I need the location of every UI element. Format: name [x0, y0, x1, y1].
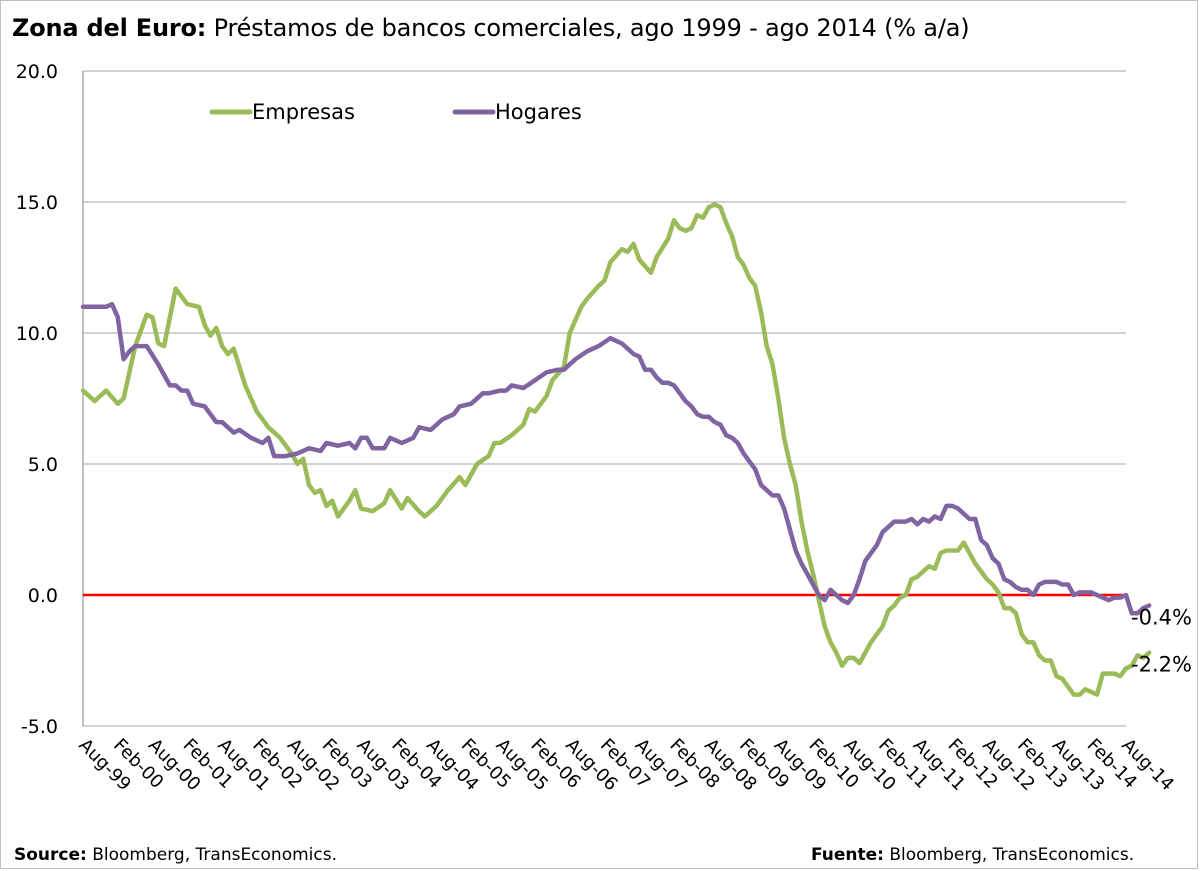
- end-value-label: -2.2%: [1131, 653, 1192, 677]
- chart-title-rest: Préstamos de bancos comerciales, ago 199…: [213, 14, 970, 42]
- chart-title: Zona del Euro: Préstamos de bancos comer…: [12, 14, 970, 42]
- y-axis-ticks: 20.0 15.0 10.0 5.0 0.0 -5.0: [16, 61, 58, 738]
- y-tick-label: 0.0: [28, 585, 58, 607]
- series-line-hogares: [80, 301, 1152, 616]
- y-tick-label: 5.0: [28, 454, 58, 476]
- end-value-label: -0.4%: [1131, 605, 1192, 629]
- y-tick-label: 15.0: [16, 192, 58, 214]
- series-lines: [80, 202, 1152, 697]
- legend-label-hogares: Hogares: [495, 100, 582, 124]
- fuente-note: Fuente: Bloomberg, TransEconomics.: [811, 845, 1134, 865]
- end-labels: -0.4% -2.2%: [1131, 605, 1192, 676]
- y-tick-label: 20.0: [16, 61, 58, 83]
- fuente-text: Bloomberg, TransEconomics.: [889, 845, 1135, 865]
- y-tick-label: -5.0: [21, 716, 58, 738]
- y-tick-label: 10.0: [16, 323, 58, 345]
- x-axis-ticks: Aug-99Feb-00Aug-00Feb-01Aug-01Feb-02Aug-…: [74, 735, 1177, 795]
- fuente-label: Fuente:: [811, 845, 884, 865]
- legend: Empresas Hogares: [209, 100, 582, 124]
- chart-title-bold: Zona del Euro:: [12, 14, 207, 42]
- series-line-empresas: [80, 202, 1152, 697]
- source-text: Bloomberg, TransEconomics.: [92, 845, 337, 865]
- source-note: Source: Bloomberg, TransEconomics.: [14, 845, 337, 865]
- gridlines: [82, 70, 1126, 727]
- legend-label-empresas: Empresas: [252, 100, 355, 124]
- source-label: Source:: [14, 845, 87, 865]
